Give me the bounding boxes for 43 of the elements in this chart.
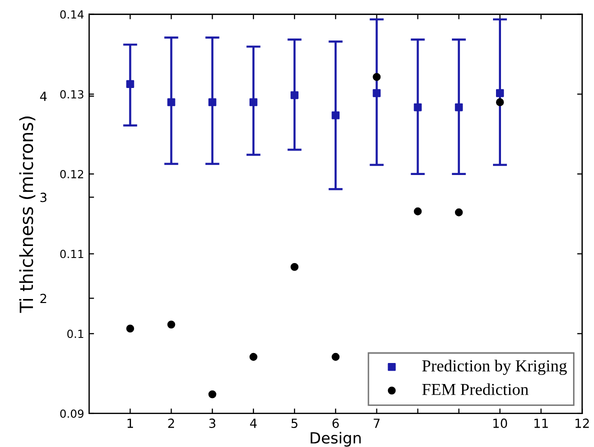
point — [414, 207, 422, 216]
point — [208, 98, 216, 106]
x-tick-label: 3 — [209, 418, 216, 428]
point — [167, 98, 176, 106]
point — [290, 262, 298, 271]
x-tick-label: 4 — [250, 418, 257, 428]
point — [454, 103, 463, 112]
point — [290, 91, 298, 100]
point — [126, 80, 134, 88]
y2-tick-label: 0.13 — [60, 90, 84, 99]
x-tick-label: 10 — [493, 418, 508, 428]
y2-tick-label: 0.09 — [60, 409, 84, 418]
legend-label: Prediction by Kriging — [422, 360, 567, 375]
x-tick-label: 12 — [576, 418, 589, 428]
point — [454, 208, 463, 216]
point — [496, 98, 504, 106]
x-tick-label: 6 — [332, 418, 339, 428]
x-axis-title: Design — [310, 432, 361, 447]
point — [496, 89, 504, 98]
x-tick-label: 2 — [168, 418, 174, 428]
y-tick-label: 2 — [40, 294, 46, 304]
x-tick-label: 11 — [534, 418, 548, 428]
point — [249, 352, 258, 361]
point — [332, 352, 340, 361]
x-tick-label: 5 — [292, 418, 298, 428]
y2-tick-label: 0.12 — [60, 170, 84, 178]
point — [414, 103, 422, 112]
y2-tick-label: 0.11 — [60, 250, 84, 258]
x-tick-label: 7 — [374, 418, 380, 428]
point — [372, 73, 381, 81]
point — [126, 324, 134, 333]
y-tick-label: 4 — [40, 92, 47, 101]
point — [249, 98, 258, 106]
legend-label: FEM Prediction — [422, 383, 528, 396]
y-tick-label: 3 — [40, 192, 46, 202]
point — [208, 390, 216, 398]
point — [167, 320, 176, 328]
y2-tick-label: 0.14 — [60, 10, 84, 19]
point — [372, 89, 381, 98]
y2-tick-label: 0.1 — [67, 330, 84, 338]
x-tick-label: 1 — [128, 418, 134, 428]
y-axis-title: Ti thickness (microns) — [19, 116, 36, 313]
point — [332, 111, 340, 120]
